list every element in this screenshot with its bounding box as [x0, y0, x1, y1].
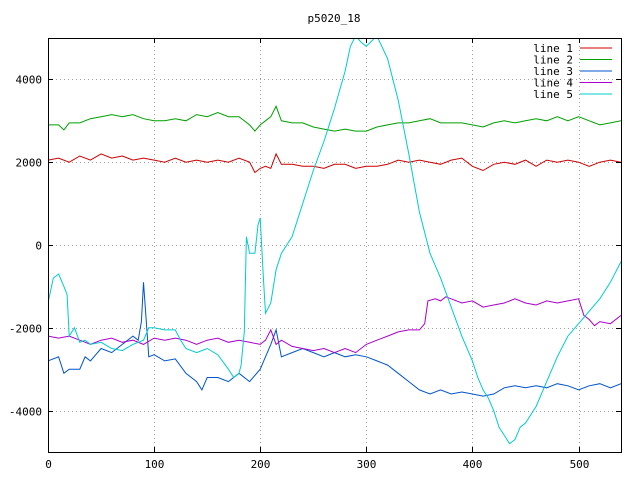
y-tick-label: 4000: [16, 74, 43, 87]
y-tick-label: 0: [35, 240, 42, 253]
y-tick-label: 2000: [16, 157, 43, 170]
legend-label: line 5: [533, 88, 573, 101]
series-line-1: [48, 152, 621, 174]
x-tick-label: 300: [357, 458, 377, 471]
legend-label: line 3: [533, 65, 573, 78]
x-tick-label: 100: [145, 458, 165, 471]
x-tick-label: 400: [463, 458, 483, 471]
series-line-2: [48, 105, 621, 132]
axis-ticks: 0 100 200 300 400 500 -4000 -2000 0 2000 4000: [9, 38, 621, 471]
chart-title: p5020_18: [308, 12, 361, 25]
plot-area: [48, 38, 621, 445]
legend-label: line 2: [533, 54, 573, 67]
series-line-4: [48, 296, 621, 354]
x-tick-label: 500: [570, 458, 590, 471]
legend-label: line 1: [533, 42, 573, 55]
series-line-5: [48, 38, 621, 445]
grid: [48, 38, 621, 452]
series-line-3: [48, 282, 621, 397]
y-tick-label: -4000: [9, 406, 42, 419]
x-tick-label: 0: [45, 458, 52, 471]
x-tick-label: 200: [251, 458, 271, 471]
y-tick-label: -2000: [9, 323, 42, 336]
legend-label: line 4: [533, 77, 573, 90]
